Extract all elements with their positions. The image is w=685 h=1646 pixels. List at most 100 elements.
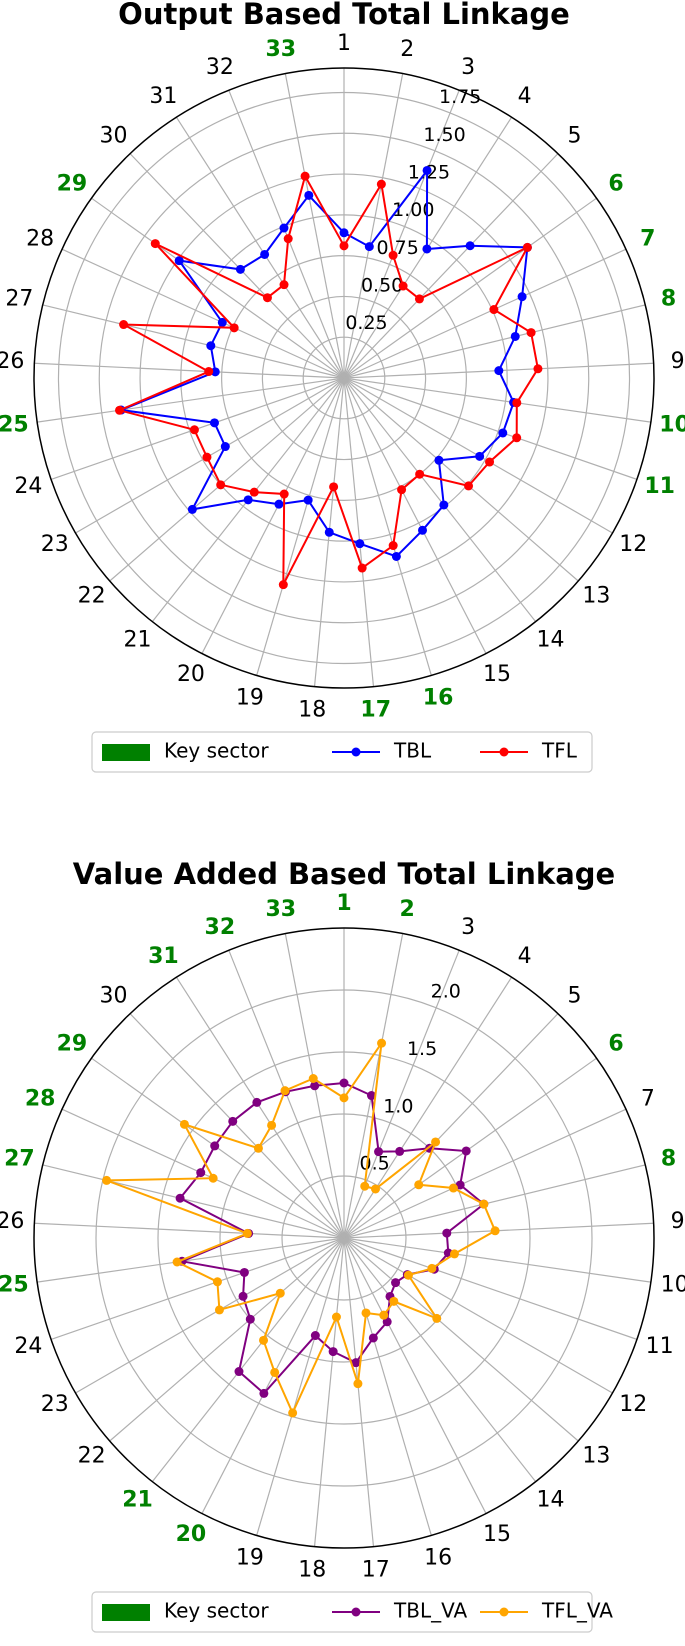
spoke [34, 1222, 345, 1239]
data-point [288, 1408, 298, 1418]
spoke [343, 1237, 579, 1442]
data-point [455, 1180, 465, 1190]
category-label: 8 [661, 286, 676, 311]
data-point [475, 451, 485, 461]
data-point [479, 1199, 489, 1209]
spoke [343, 1237, 375, 1547]
spoke [151, 1237, 345, 1483]
spoke [343, 73, 404, 379]
legend-label: TFL_VA [541, 1599, 613, 1623]
data-point [172, 1257, 182, 1267]
data-point [310, 1081, 320, 1091]
data-point [279, 489, 289, 499]
spoke [228, 89, 345, 379]
data-point [275, 1288, 285, 1298]
category-label: 19 [236, 1545, 264, 1570]
category-label: 28 [26, 226, 54, 251]
y-tick-label: 1.75 [439, 86, 481, 108]
data-point [368, 1333, 378, 1343]
spoke [284, 73, 345, 379]
spoke [91, 197, 345, 379]
category-label: 30 [100, 983, 128, 1008]
data-point [300, 171, 310, 181]
data-point [245, 1314, 255, 1324]
data-point [517, 292, 527, 302]
category-label: 21 [122, 1488, 153, 1513]
data-point [187, 504, 197, 514]
data-point [442, 1228, 452, 1238]
y-tick-label: 0.50 [361, 275, 403, 297]
category-label: 13 [582, 1444, 610, 1469]
grid-circle [281, 1175, 407, 1301]
data-point [119, 320, 129, 330]
data-point [252, 1097, 262, 1107]
data-point [303, 495, 313, 505]
data-point [324, 527, 334, 537]
legend-marker [351, 1607, 361, 1617]
data-point [464, 481, 474, 491]
data-point [522, 242, 532, 252]
category-label: 28 [25, 1086, 56, 1111]
spoke [175, 116, 345, 379]
data-point [175, 1193, 185, 1203]
data-point [377, 1038, 387, 1048]
data-point [310, 1331, 320, 1341]
spoke [343, 377, 375, 687]
spoke [343, 1237, 432, 1536]
legend-label: Key sector [164, 1599, 269, 1623]
data-point [422, 165, 432, 175]
data-point [209, 418, 219, 428]
data-point [220, 442, 230, 452]
grid-circle [221, 255, 467, 501]
grid-circle [57, 91, 631, 665]
grid-circle [95, 989, 593, 1487]
outer-frame [33, 927, 655, 1549]
data-point [512, 398, 522, 408]
data-point [339, 241, 349, 251]
spoke [109, 377, 345, 582]
data-point [308, 1073, 318, 1083]
spoke [175, 976, 345, 1239]
grid-circle [261, 295, 427, 461]
category-label: 11 [644, 474, 675, 499]
data-point [388, 541, 398, 551]
data-point [262, 293, 272, 303]
data-point [278, 580, 288, 590]
category-label: 9 [671, 349, 685, 374]
y-tick-label: 0.25 [345, 312, 387, 334]
category-label: 27 [5, 286, 33, 311]
category-label: 22 [78, 1444, 106, 1469]
spoke [343, 377, 651, 423]
spoke [50, 1237, 345, 1340]
data-point [432, 1313, 442, 1323]
data-point [339, 1078, 349, 1088]
data-point [212, 1277, 222, 1287]
data-point [229, 323, 239, 333]
data-point [179, 1119, 189, 1129]
grid-circle [139, 173, 549, 583]
data-point [279, 280, 289, 290]
legend-label: TBL [393, 739, 432, 763]
data-point [280, 1086, 290, 1096]
data-point [242, 1228, 252, 1238]
data-point [391, 1278, 401, 1288]
data-point [102, 1175, 112, 1185]
category-label: 3 [461, 915, 475, 940]
category-label: 12 [619, 1392, 647, 1417]
category-label: 12 [619, 532, 647, 557]
spoke [343, 377, 432, 676]
data-point [189, 425, 199, 435]
data-point [465, 241, 475, 251]
category-label: 9 [671, 1209, 685, 1234]
category-label: 1 [337, 31, 351, 56]
data-point [427, 1263, 437, 1273]
spoke [343, 377, 487, 654]
data-point [243, 495, 253, 505]
data-point [283, 234, 293, 244]
spoke [343, 1164, 646, 1239]
data-point [196, 1168, 206, 1178]
spoke [343, 1108, 627, 1239]
data-point [361, 1308, 371, 1318]
grid-circle [219, 1113, 469, 1363]
